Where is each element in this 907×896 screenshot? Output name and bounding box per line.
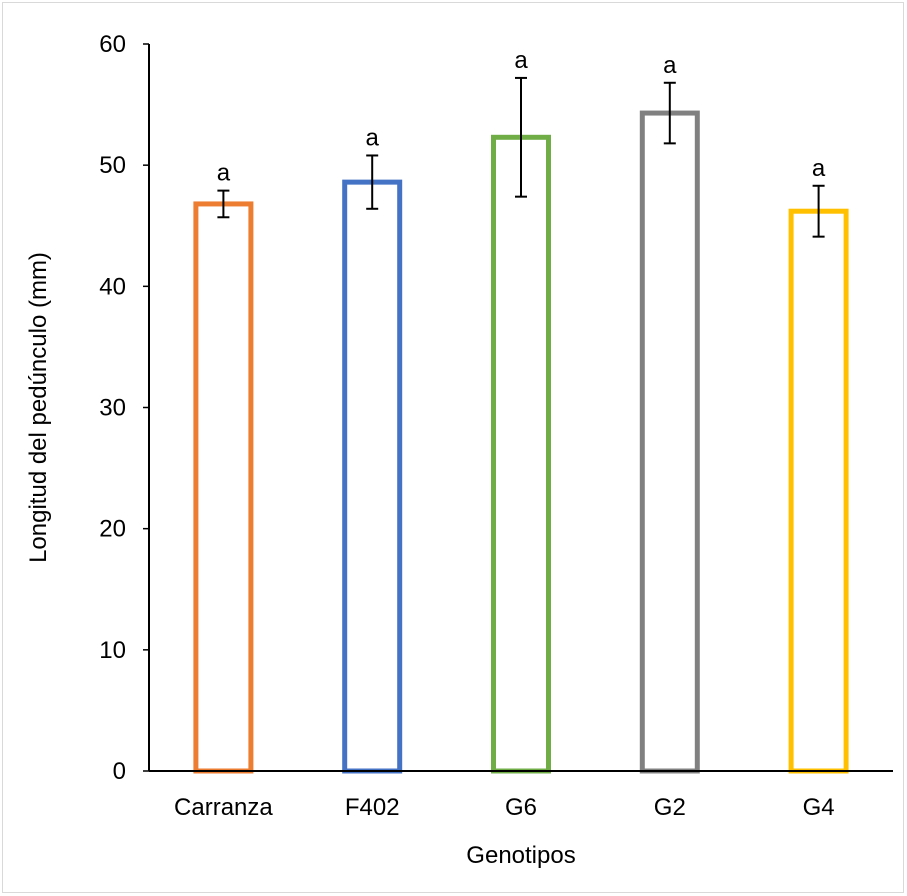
x-tick-label: G4	[803, 794, 835, 821]
bar-g4	[788, 208, 849, 774]
bar-carranza	[193, 201, 254, 774]
y-tick-label: 20	[99, 516, 126, 543]
y-tick-label: 60	[99, 31, 126, 58]
bars	[193, 110, 849, 774]
bar-g2	[639, 110, 700, 774]
y-tick-label: 50	[99, 152, 126, 179]
y-tick-label: 10	[99, 637, 126, 664]
x-tick-label: G2	[654, 794, 686, 821]
x-axis-title: Genotipos	[466, 842, 575, 869]
x-axis-tick-labels: Carranza F402 G6 G2 G4	[174, 794, 835, 821]
significance-labels: a a a a a	[217, 47, 826, 187]
significance-label: a	[514, 47, 528, 74]
significance-label: a	[366, 124, 380, 151]
significance-label: a	[663, 52, 677, 79]
significance-label: a	[217, 160, 231, 187]
x-tick-label: G6	[505, 794, 537, 821]
error-bars	[217, 76, 825, 238]
bar-g6	[491, 134, 551, 774]
x-tick-label: Carranza	[174, 794, 273, 821]
significance-label: a	[812, 155, 826, 182]
y-axis-ticks: 0 10 20 30 40 50 60	[99, 31, 149, 785]
y-tick-label: 30	[99, 395, 126, 422]
y-tick-label: 0	[113, 758, 126, 785]
y-tick-label: 40	[99, 273, 126, 300]
bar-f402	[342, 179, 403, 774]
y-axis-title: Longitud del pedúnculo (mm)	[25, 252, 52, 563]
x-tick-label: F402	[345, 794, 400, 821]
